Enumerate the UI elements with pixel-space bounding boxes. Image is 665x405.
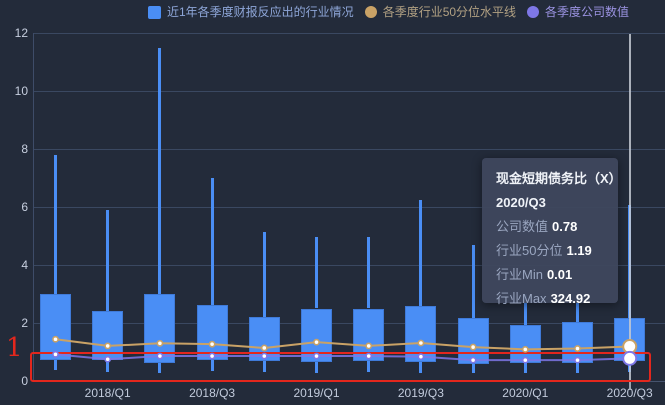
- tooltip-row-p50: 行业50分位 1.19: [496, 243, 592, 258]
- crosshair-axis-tick: [628, 381, 631, 390]
- box-body[interactable]: [562, 321, 593, 363]
- legend-label: 各季度公司数值: [545, 5, 630, 19]
- data-point[interactable]: [52, 335, 59, 343]
- box-whisker[interactable]: [210, 360, 214, 371]
- y-tick-label: 8: [21, 142, 28, 156]
- box-whisker[interactable]: [158, 47, 162, 294]
- box-body[interactable]: [457, 318, 489, 364]
- gridline: [33, 264, 665, 266]
- gridline: [33, 148, 665, 150]
- legend-label: 各季度行业50分位水平线: [382, 5, 517, 19]
- box-whisker[interactable]: [262, 360, 266, 372]
- x-tick-label: 2018/Q1: [84, 386, 131, 400]
- y-tick-label: 4: [21, 258, 28, 272]
- box-body[interactable]: [40, 294, 71, 361]
- crosshair-line: [628, 34, 631, 381]
- y-axis-line: [33, 33, 34, 381]
- series-line: [55, 353, 630, 362]
- box-whisker[interactable]: [158, 363, 162, 373]
- data-point[interactable]: [469, 343, 477, 351]
- x-tick-label: 2020/Q3: [606, 386, 653, 400]
- box-whisker[interactable]: [523, 363, 527, 373]
- data-point[interactable]: [156, 352, 164, 360]
- data-point[interactable]: [521, 356, 529, 364]
- data-point[interactable]: [417, 353, 425, 361]
- gridline: [33, 322, 665, 324]
- legend-item-industry-boxes[interactable]: 近1年各季度财报反应出的行业情况: [148, 5, 354, 19]
- legend: 近1年各季度财报反应出的行业情况 各季度行业50分位水平线 各季度公司数值: [148, 5, 629, 19]
- box-whisker[interactable]: [367, 236, 371, 309]
- data-point[interactable]: [156, 339, 164, 347]
- legend-square-icon: [148, 5, 161, 19]
- box-whisker[interactable]: [54, 154, 57, 294]
- data-point[interactable]: [313, 338, 320, 346]
- gridline: [33, 32, 665, 34]
- data-point[interactable]: [574, 345, 581, 352]
- y-tick-label: 12: [14, 26, 28, 40]
- box-whisker[interactable]: [419, 361, 423, 373]
- red-highlight-rectangle: [30, 352, 651, 382]
- legend-circle-icon: [527, 6, 540, 18]
- tooltip-row-min: 行业Min 0.01: [496, 267, 573, 282]
- box-whisker[interactable]: [315, 361, 318, 373]
- gridline: [33, 206, 665, 208]
- box-whisker[interactable]: [419, 199, 423, 306]
- tooltip: 现金短期债务比（X） 2020/Q3 公司数值 0.78 行业50分位 1.19 行…: [482, 158, 622, 306]
- box-whisker[interactable]: [262, 231, 266, 318]
- y-tick-label: 0: [21, 374, 28, 388]
- box-whisker[interactable]: [315, 236, 318, 309]
- gridline: [33, 90, 665, 92]
- data-point[interactable]: [313, 352, 320, 360]
- y-tick-label: 6: [21, 200, 28, 214]
- box-whisker[interactable]: [471, 363, 475, 373]
- tooltip-title: 现金短期债务比（X）: [496, 171, 622, 186]
- x-tick-label: 2019/Q3: [397, 386, 444, 400]
- data-point[interactable]: [208, 352, 216, 360]
- data-point[interactable]: [104, 355, 112, 363]
- data-point[interactable]: [417, 339, 425, 347]
- legend-circle-icon: [364, 6, 377, 18]
- box-whisker[interactable]: [210, 178, 214, 306]
- x-tick-label: 2018/Q3: [189, 386, 236, 400]
- box-whisker[interactable]: [523, 294, 527, 326]
- data-point[interactable]: [469, 356, 477, 364]
- box-whisker[interactable]: [106, 209, 110, 311]
- data-point[interactable]: [365, 342, 373, 350]
- legend-label: 近1年各季度财报反应出的行业情况: [167, 5, 354, 19]
- box-whisker[interactable]: [54, 360, 57, 370]
- data-point[interactable]: [365, 352, 373, 360]
- tooltip-row-max: 行业Max 324.92: [496, 291, 591, 306]
- data-point[interactable]: [260, 344, 268, 352]
- highlighted-data-point[interactable]: [622, 350, 638, 366]
- tooltip-row-company: 公司数值 0.78: [496, 219, 578, 234]
- data-point[interactable]: [521, 345, 529, 353]
- x-tick-label: 2020/Q1: [502, 386, 549, 400]
- box-body[interactable]: [92, 310, 124, 361]
- box-whisker[interactable]: [106, 360, 110, 372]
- data-point[interactable]: [260, 352, 268, 360]
- y-tick-label: 10: [14, 84, 28, 98]
- box-whisker[interactable]: [367, 360, 371, 372]
- legend-item-company-values[interactable]: 各季度公司数值: [527, 5, 629, 19]
- box-body[interactable]: [509, 325, 541, 363]
- y-tick-label: 2: [21, 316, 28, 330]
- tooltip-period: 2020/Q3: [496, 195, 546, 210]
- red-threshold-label: 1: [6, 333, 23, 363]
- box-whisker[interactable]: [576, 296, 579, 322]
- box-whisker[interactable]: [576, 363, 579, 373]
- legend-item-p50-line[interactable]: 各季度行业50分位水平线: [364, 5, 517, 19]
- series-line: [55, 338, 630, 351]
- data-point[interactable]: [574, 356, 581, 364]
- box-body[interactable]: [196, 305, 228, 361]
- data-point[interactable]: [52, 350, 59, 358]
- data-point[interactable]: [208, 340, 216, 348]
- box-whisker[interactable]: [471, 244, 475, 319]
- data-point[interactable]: [104, 342, 112, 350]
- box-body[interactable]: [144, 294, 176, 364]
- x-tick-label: 2019/Q1: [293, 386, 340, 400]
